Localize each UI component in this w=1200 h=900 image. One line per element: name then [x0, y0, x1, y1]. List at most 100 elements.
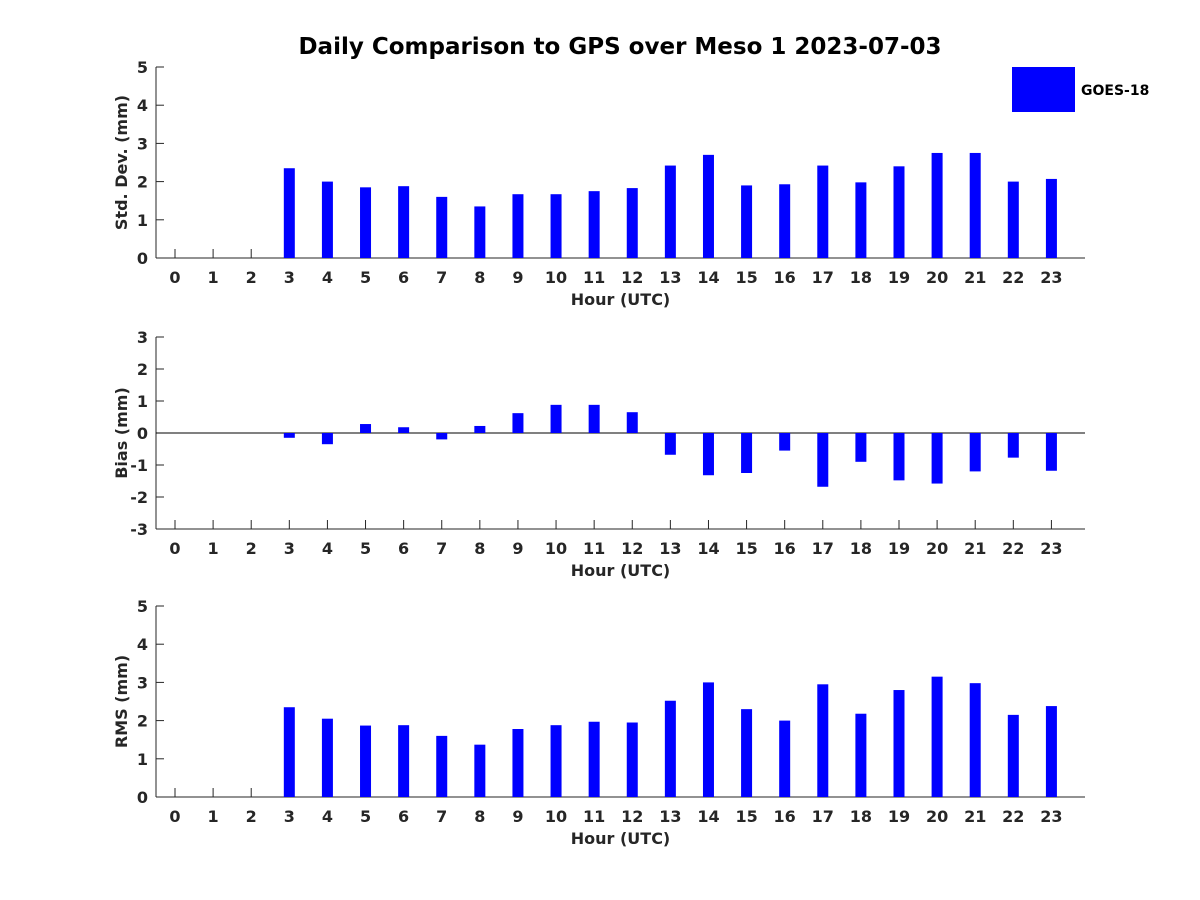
x-tick-label: 19 [888, 268, 910, 287]
x-tick-label: 11 [583, 807, 605, 826]
legend-swatch-goes-18 [1012, 67, 1075, 112]
bar-hour-7 [436, 433, 448, 440]
bar-hour-11 [588, 721, 600, 797]
bar-hour-17 [817, 165, 829, 258]
bar-hour-20 [931, 433, 943, 484]
bar-hour-4 [321, 181, 333, 258]
x-tick-label: 0 [169, 539, 180, 558]
x-tick-label: 3 [284, 268, 295, 287]
bar-hour-12 [626, 188, 638, 258]
bar-hour-17 [817, 684, 829, 797]
x-tick-label: 1 [208, 539, 219, 558]
x-tick-label: 11 [583, 539, 605, 558]
y-tick-label: -1 [130, 456, 148, 475]
y-tick-label: 0 [137, 788, 148, 807]
x-tick-label: 23 [1040, 268, 1062, 287]
bar-hour-22 [1007, 714, 1019, 797]
legend-label: GOES-18 [1081, 83, 1149, 99]
bar-hour-9 [512, 413, 524, 433]
y-tick-label: 2 [137, 712, 148, 731]
y-tick-label: -3 [130, 520, 148, 539]
y-tick-label: 1 [137, 750, 148, 769]
bar-hour-18 [855, 433, 867, 462]
bar-hour-8 [474, 744, 486, 797]
legend: GOES-18 [1012, 67, 1149, 112]
x-tick-label: 15 [735, 807, 757, 826]
x-tick-label: 13 [659, 268, 681, 287]
x-tick-label: 6 [398, 268, 409, 287]
x-tick-label: 13 [659, 807, 681, 826]
x-tick-label: 21 [964, 268, 986, 287]
x-tick-label: 15 [735, 539, 757, 558]
x-tick-label: 3 [284, 807, 295, 826]
x-tick-label: 12 [621, 268, 643, 287]
bar-hour-4 [321, 718, 333, 797]
bar-hour-5 [360, 725, 372, 797]
y-tick-label: 2 [137, 360, 148, 379]
bar-hour-13 [664, 433, 676, 455]
y-tick-label: 5 [137, 597, 148, 616]
y-tick-label: 2 [137, 173, 148, 192]
bar-hour-13 [664, 700, 676, 797]
x-tick-label: 14 [697, 807, 719, 826]
x-tick-label: 0 [169, 268, 180, 287]
bar-hour-16 [779, 433, 791, 451]
y-tick-label: 1 [137, 211, 148, 230]
x-tick-label: 5 [360, 807, 371, 826]
bar-hour-10 [550, 725, 562, 797]
bar-hour-20 [931, 676, 943, 797]
bar-hour-8 [474, 206, 486, 258]
x-tick-label: 9 [512, 539, 523, 558]
bar-hour-18 [855, 182, 867, 258]
bar-hour-10 [550, 194, 562, 258]
x-tick-label: 5 [360, 268, 371, 287]
bar-hour-19 [893, 433, 905, 481]
y-tick-label: 1 [137, 392, 148, 411]
x-tick-label: 7 [436, 539, 447, 558]
bar-hour-8 [474, 425, 486, 433]
x-tick-label: 2 [246, 268, 257, 287]
bar-hour-19 [893, 690, 905, 797]
x-tick-label: 13 [659, 539, 681, 558]
x-tick-label: 18 [850, 807, 872, 826]
y-tick-label: 4 [137, 96, 148, 115]
bar-hour-6 [398, 186, 410, 258]
bar-hour-23 [1045, 178, 1057, 258]
x-tick-label: 10 [545, 807, 567, 826]
x-tick-label: 21 [964, 539, 986, 558]
x-tick-label: 23 [1040, 539, 1062, 558]
bar-hour-21 [969, 433, 981, 472]
y-axis-label: RMS (mm) [112, 655, 131, 748]
bar-hour-19 [893, 166, 905, 258]
bar-hour-12 [626, 722, 638, 797]
y-tick-label: 0 [137, 424, 148, 443]
bar-hour-20 [931, 152, 943, 258]
x-tick-label: 15 [735, 268, 757, 287]
y-tick-label: 5 [137, 58, 148, 77]
bar-hour-12 [626, 412, 638, 433]
x-tick-label: 6 [398, 807, 409, 826]
x-tick-label: 1 [208, 268, 219, 287]
x-tick-label: 8 [474, 268, 485, 287]
bar-hour-23 [1045, 706, 1057, 797]
bar-hour-7 [436, 735, 448, 797]
x-tick-label: 22 [1002, 268, 1024, 287]
bar-hour-21 [969, 683, 981, 797]
bar-hour-17 [817, 433, 829, 487]
x-tick-label: 16 [774, 807, 796, 826]
x-tick-label: 8 [474, 807, 485, 826]
x-tick-label: 11 [583, 268, 605, 287]
x-tick-label: 9 [512, 268, 523, 287]
bar-hour-4 [321, 433, 333, 445]
x-tick-label: 18 [850, 539, 872, 558]
bar-hour-21 [969, 152, 981, 258]
x-tick-label: 20 [926, 268, 948, 287]
y-tick-label: 4 [137, 635, 148, 654]
x-tick-label: 22 [1002, 807, 1024, 826]
x-tick-label: 7 [436, 807, 447, 826]
x-tick-label: 22 [1002, 539, 1024, 558]
x-tick-label: 16 [774, 539, 796, 558]
bar-hour-22 [1007, 433, 1019, 458]
